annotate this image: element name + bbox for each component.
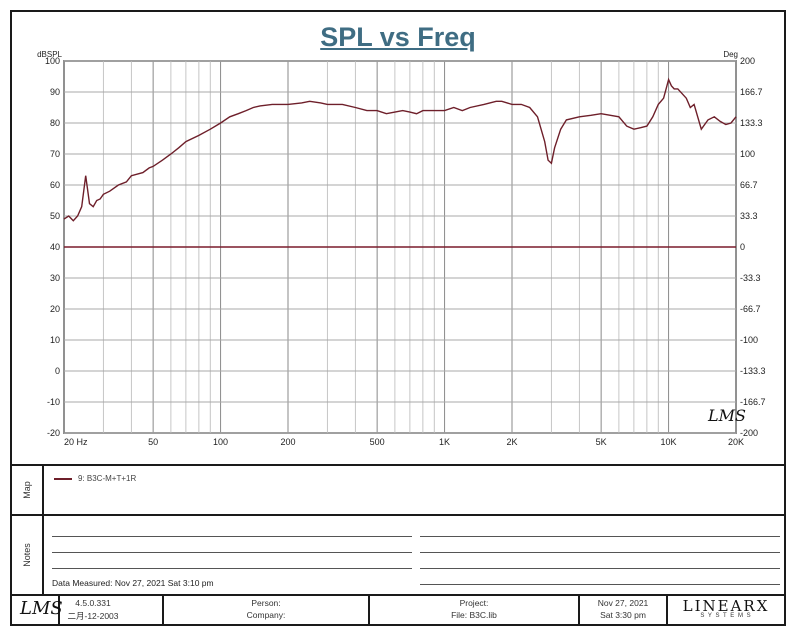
y2-tick-label: 0	[740, 242, 745, 252]
linearx-subtitle: S Y S T E M S	[700, 613, 752, 619]
map-side-label: Map	[12, 466, 44, 514]
y2-tick-label: 200	[740, 56, 755, 66]
x-tick-label: 1K	[439, 437, 450, 447]
note-line	[420, 536, 780, 537]
note-line	[420, 568, 780, 569]
footer-date-cell: Nov 27, 2021 Sat 3:30 pm	[580, 596, 668, 624]
x-tick-label: 10K	[661, 437, 677, 447]
y2-tick-label: 133.3	[740, 118, 763, 128]
version: 4.5.0.331	[75, 598, 111, 608]
notes-panel: Notes Data Measured: Nov 27, 2021 Sat 3:…	[12, 516, 784, 596]
map-panel: Map 9: B3C-M+T+1R	[12, 464, 784, 516]
note-line	[420, 552, 780, 553]
chart-title: SPL vs Freq	[320, 22, 476, 52]
footer: LMS 4.5.0.331 二月-12-2003 Person: Company…	[12, 596, 784, 624]
data-measured: Data Measured: Nov 27, 2021 Sat 3:10 pm	[52, 578, 214, 588]
x-tick-label: 20K	[728, 437, 744, 447]
y-tick-label: 10	[50, 335, 60, 345]
y2-axis-label: Deg	[723, 50, 738, 59]
y2-tick-label: -200	[740, 428, 758, 438]
x-tick-label: 100	[213, 437, 228, 447]
x-tick-label: 2K	[506, 437, 517, 447]
chart-svg: 1009080706050403020100-10-20200166.7133.…	[37, 50, 766, 447]
file-name: File: B3C.lib	[451, 610, 497, 620]
project: Project:	[459, 598, 489, 608]
y-tick-label: 20	[50, 304, 60, 314]
x-tick-label: 500	[370, 437, 385, 447]
lms-logo: LMS	[20, 598, 63, 619]
lms-watermark: LMS	[707, 406, 746, 425]
footer-logo-cell: LMS	[12, 596, 63, 624]
spl-series-line	[63, 77, 737, 222]
y-tick-label: -10	[47, 397, 60, 407]
y2-tick-label: 33.3	[740, 211, 758, 221]
y-tick-label: 70	[50, 149, 60, 159]
legend-item[interactable]: 9: B3C-M+T+1R	[54, 474, 136, 483]
note-line	[52, 536, 412, 537]
y2-tick-label: -33.3	[740, 273, 761, 283]
build-date: 二月-12-2003	[67, 611, 119, 621]
y2-tick-label: 166.7	[740, 87, 763, 97]
x-tick-label: 50	[148, 437, 158, 447]
note-line	[420, 584, 780, 585]
footer-person-cell: Person: Company:	[164, 596, 370, 624]
notes-label: Notes	[22, 543, 32, 567]
y-axis-label: dBSPL	[37, 50, 62, 59]
y2-tick-label: -133.3	[740, 366, 766, 376]
y-tick-label: 90	[50, 87, 60, 97]
map-label: Map	[22, 481, 32, 499]
y-tick-label: 30	[50, 273, 60, 283]
legend-swatch	[54, 477, 72, 480]
y2-tick-label: 100	[740, 149, 755, 159]
x-tick-label: 20 Hz	[64, 437, 88, 447]
note-line	[52, 552, 412, 553]
y-tick-label: 40	[50, 242, 60, 252]
y2-tick-label: -66.7	[740, 304, 761, 314]
y-tick-label: 80	[50, 118, 60, 128]
footer-version-cell: 4.5.0.331 二月-12-2003	[60, 596, 164, 624]
company: Company:	[246, 610, 286, 620]
y2-tick-label: -166.7	[740, 397, 766, 407]
x-tick-label: 200	[280, 437, 295, 447]
footer-project-cell: Project: File: B3C.lib	[370, 596, 580, 624]
y2-tick-label: 66.7	[740, 180, 758, 190]
y-tick-label: 0	[55, 366, 60, 376]
y-tick-label: -20	[47, 428, 60, 438]
window-frame: SPL vs Freq 100 90 80 70 60 50 40 30 20 10 0 -10 -20…	[10, 10, 786, 626]
linearx-logo: LINEARX	[682, 597, 770, 615]
footer-brand-cell: LINEARX S Y S T E M S	[668, 596, 784, 624]
y-tick-label: 60	[50, 180, 60, 190]
y-tick-label: 100	[45, 56, 60, 66]
y-tick-label: 50	[50, 211, 60, 221]
note-line	[52, 568, 412, 569]
notes-side-label: Notes	[12, 516, 44, 594]
footer-date: Nov 27, 2021	[597, 598, 649, 608]
legend-label: 9: B3C-M+T+1R	[78, 474, 137, 483]
person: Person:	[251, 598, 281, 608]
x-tick-label: 5K	[596, 437, 607, 447]
footer-time: Sat 3:30 pm	[600, 610, 646, 620]
y2-tick-label: -100	[740, 335, 758, 345]
chart-area: SPL vs Freq 100 90 80 70 60 50 40 30 20 10 0 -10 -20…	[12, 12, 784, 464]
